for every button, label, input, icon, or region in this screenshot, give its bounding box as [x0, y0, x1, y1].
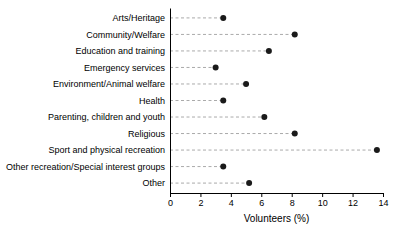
y-tick-label: Other recreation/Special interest groups [6, 162, 166, 172]
y-axis: Arts/Heritage Community/Welfare Education … [6, 9, 171, 194]
x-tick-label: 14 [378, 198, 388, 208]
y-tick: Arts/Heritage [112, 13, 165, 23]
y-tick: Emergency services [84, 63, 166, 73]
x-tick-label: 6 [259, 198, 264, 208]
dot [292, 31, 298, 37]
stem [170, 67, 216, 68]
x-tick-label: 2 [198, 198, 203, 208]
x-tick: 14 [378, 193, 388, 208]
y-tick: Other recreation/Special interest groups [6, 162, 166, 172]
chart: Arts/Heritage Community/Welfare Education … [0, 0, 397, 227]
y-tick-label: Other [142, 178, 165, 188]
y-tick: Community/Welfare [86, 30, 165, 40]
dot [246, 180, 252, 186]
x-tick-mark [383, 193, 384, 197]
plot: Arts/Heritage Community/Welfare Education … [6, 9, 389, 209]
y-tick-label: Community/Welfare [86, 30, 165, 40]
x-tick-mark [292, 193, 293, 197]
y-tick: Religious [128, 129, 166, 139]
stem [170, 100, 223, 101]
y-tick-label: Education and training [75, 46, 165, 56]
x-tick: 6 [259, 193, 264, 208]
x-tick-label: 8 [290, 198, 295, 208]
dot [292, 131, 298, 137]
x-tick-label: 0 [168, 198, 173, 208]
y-tick: Other [142, 178, 165, 188]
y-tick: Parenting, children and youth [48, 112, 165, 122]
dot [374, 147, 380, 153]
x-tick-mark [353, 193, 354, 197]
x-tick-mark [170, 193, 171, 197]
marks [170, 15, 380, 186]
x-tick-mark [322, 193, 323, 197]
x-tick-label: 10 [318, 198, 328, 208]
y-tick-label: Sport and physical recreation [48, 145, 165, 155]
stem [170, 183, 249, 184]
y-tick-label: Arts/Heritage [112, 13, 165, 23]
x-axis: 0 2 4 6 8 10 12 14 [168, 193, 389, 208]
stem [170, 34, 295, 35]
dot [243, 81, 249, 87]
y-tick-label: Religious [128, 129, 166, 139]
y-tick-label: Emergency services [84, 63, 166, 73]
y-tick: Health [139, 96, 165, 106]
y-axis-line [170, 9, 171, 194]
x-tick: 10 [318, 193, 328, 208]
x-tick: 0 [168, 193, 173, 208]
x-tick-label: 12 [348, 198, 358, 208]
y-tick: Sport and physical recreation [48, 145, 165, 155]
dot [266, 48, 272, 54]
stem [170, 50, 269, 51]
dot [261, 114, 267, 120]
stem [170, 133, 295, 134]
stem [170, 17, 223, 18]
stem [170, 117, 264, 118]
x-tick: 2 [198, 193, 203, 208]
y-tick: Education and training [75, 46, 165, 56]
x-tick-mark [200, 193, 201, 197]
x-tick-label: 4 [229, 198, 234, 208]
x-axis-title: Volunteers (%) [244, 213, 310, 224]
y-tick-label: Health [139, 96, 165, 106]
stem [170, 83, 246, 84]
x-tick: 12 [348, 193, 358, 208]
x-axis-line [171, 194, 384, 198]
dot [213, 64, 219, 70]
stem [170, 166, 223, 167]
y-tick-label: Parenting, children and youth [48, 112, 165, 122]
x-tick: 8 [290, 193, 295, 208]
x-tick-mark [261, 193, 262, 197]
x-tick: 4 [229, 193, 234, 208]
dot [220, 98, 226, 104]
y-tick-label: Environment/Animal welfare [53, 79, 165, 89]
dot [220, 15, 226, 21]
x-tick-mark [231, 193, 232, 197]
stem [170, 150, 377, 151]
dot [220, 164, 226, 170]
y-tick: Environment/Animal welfare [53, 79, 165, 89]
